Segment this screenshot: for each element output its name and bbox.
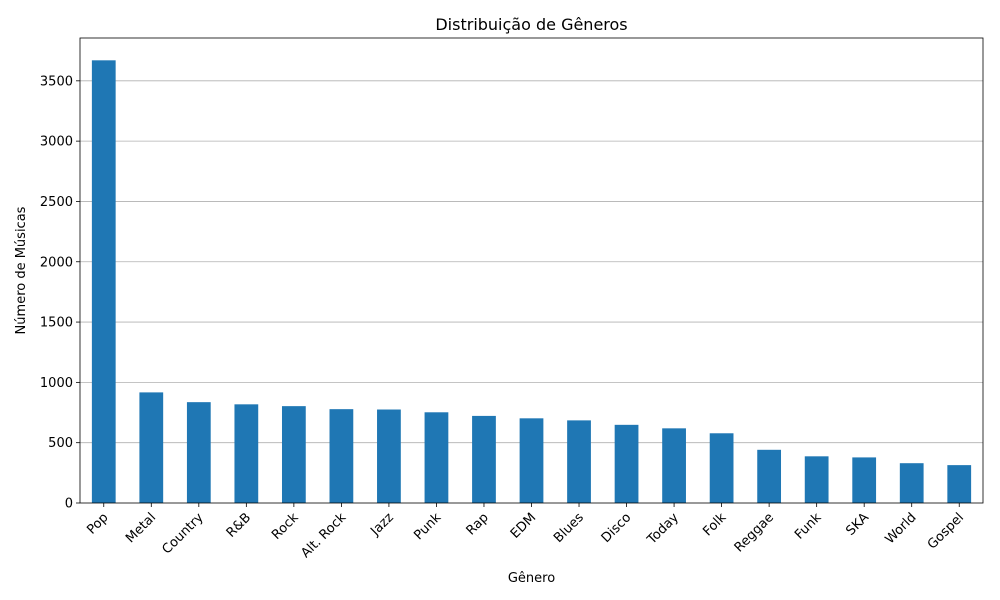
bar bbox=[852, 457, 877, 503]
y-tick-label: 3500 bbox=[40, 74, 73, 89]
bars bbox=[91, 60, 972, 503]
y-tick-label: 500 bbox=[48, 436, 73, 451]
bar bbox=[186, 402, 211, 503]
bar bbox=[662, 428, 686, 503]
bar bbox=[947, 465, 972, 503]
bar bbox=[139, 392, 164, 503]
bar bbox=[424, 412, 449, 503]
bar bbox=[329, 409, 354, 503]
y-tick-label: 2500 bbox=[40, 195, 73, 210]
bar bbox=[377, 409, 401, 503]
bar bbox=[757, 449, 782, 503]
bar bbox=[804, 456, 829, 503]
bar bbox=[281, 406, 306, 503]
bar bbox=[472, 415, 496, 503]
y-tick-label: 1500 bbox=[40, 316, 73, 331]
y-axis-title: Número de Músicas bbox=[14, 206, 29, 334]
y-tick-label: 3000 bbox=[40, 135, 73, 150]
gridlines bbox=[80, 80, 983, 444]
bar bbox=[567, 420, 591, 503]
y-tick-label: 0 bbox=[65, 497, 73, 512]
bar bbox=[709, 433, 734, 503]
y-axis-ticks: 0 500 1000 1500 2000 2500 3000 3500 bbox=[40, 74, 80, 512]
bar bbox=[519, 418, 544, 503]
bar bbox=[899, 463, 924, 503]
y-tick-label: 2000 bbox=[40, 255, 73, 270]
chart-title: Distribuição de Gêneros bbox=[435, 15, 627, 34]
bar bbox=[614, 424, 639, 503]
y-tick-label: 1000 bbox=[40, 376, 73, 391]
x-axis-title: Gênero bbox=[508, 571, 555, 586]
bar bbox=[234, 404, 259, 503]
bar bbox=[91, 60, 116, 503]
